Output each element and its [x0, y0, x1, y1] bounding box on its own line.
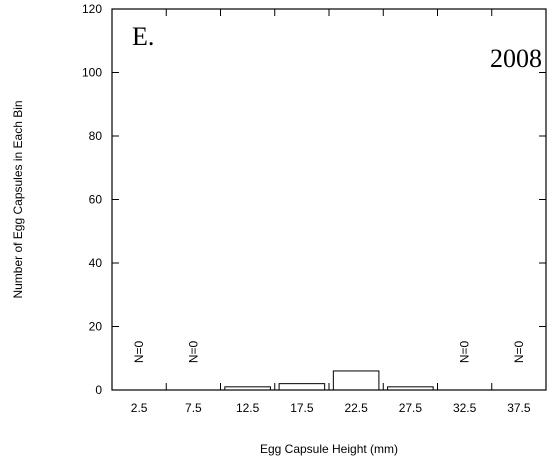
bar-n-label: N=0 [458, 341, 472, 364]
year-label: 2008 [490, 44, 542, 73]
x-tick-label: 27.5 [399, 401, 423, 415]
x-tick-label: 12.5 [236, 401, 260, 415]
x-tick-label: 32.5 [453, 401, 477, 415]
x-ticks-group: 2.5 7.5 12.5 17.5 22.5 27.5 32.5 37.5 [111, 9, 547, 415]
y-axis-title: Number of Egg Capsules in Each Bin [11, 100, 25, 298]
y-tick-label: 60 [89, 193, 103, 207]
y-tick-label: 0 [95, 383, 102, 397]
bar-n-label: N=0 [512, 341, 526, 364]
panel-label: E. [132, 22, 154, 51]
bar-n-label: N=0 [186, 341, 200, 364]
n-labels-group: N=0 N=0 N=0 N=0 [132, 341, 526, 364]
y-ticks-group: 0 20 40 60 80 100 120 [82, 2, 546, 397]
x-tick-label: 37.5 [507, 401, 531, 415]
y-tick-label: 80 [89, 129, 103, 143]
y-tick-label: 20 [89, 320, 103, 334]
bars-group [224, 370, 434, 391]
plot-frame [111, 8, 547, 391]
x-axis-title: Egg Capsule Height (mm) [260, 442, 398, 456]
bar [278, 383, 326, 391]
y-tick-label: 40 [89, 256, 103, 270]
y-tick-label: 100 [82, 66, 102, 80]
x-tick-label: 7.5 [185, 401, 202, 415]
bar [332, 370, 380, 391]
y-tick-label: 120 [82, 2, 102, 16]
x-tick-label: 22.5 [344, 401, 368, 415]
x-tick-label: 17.5 [290, 401, 314, 415]
x-tick-label: 2.5 [131, 401, 148, 415]
bar-n-label: N=0 [132, 341, 146, 364]
